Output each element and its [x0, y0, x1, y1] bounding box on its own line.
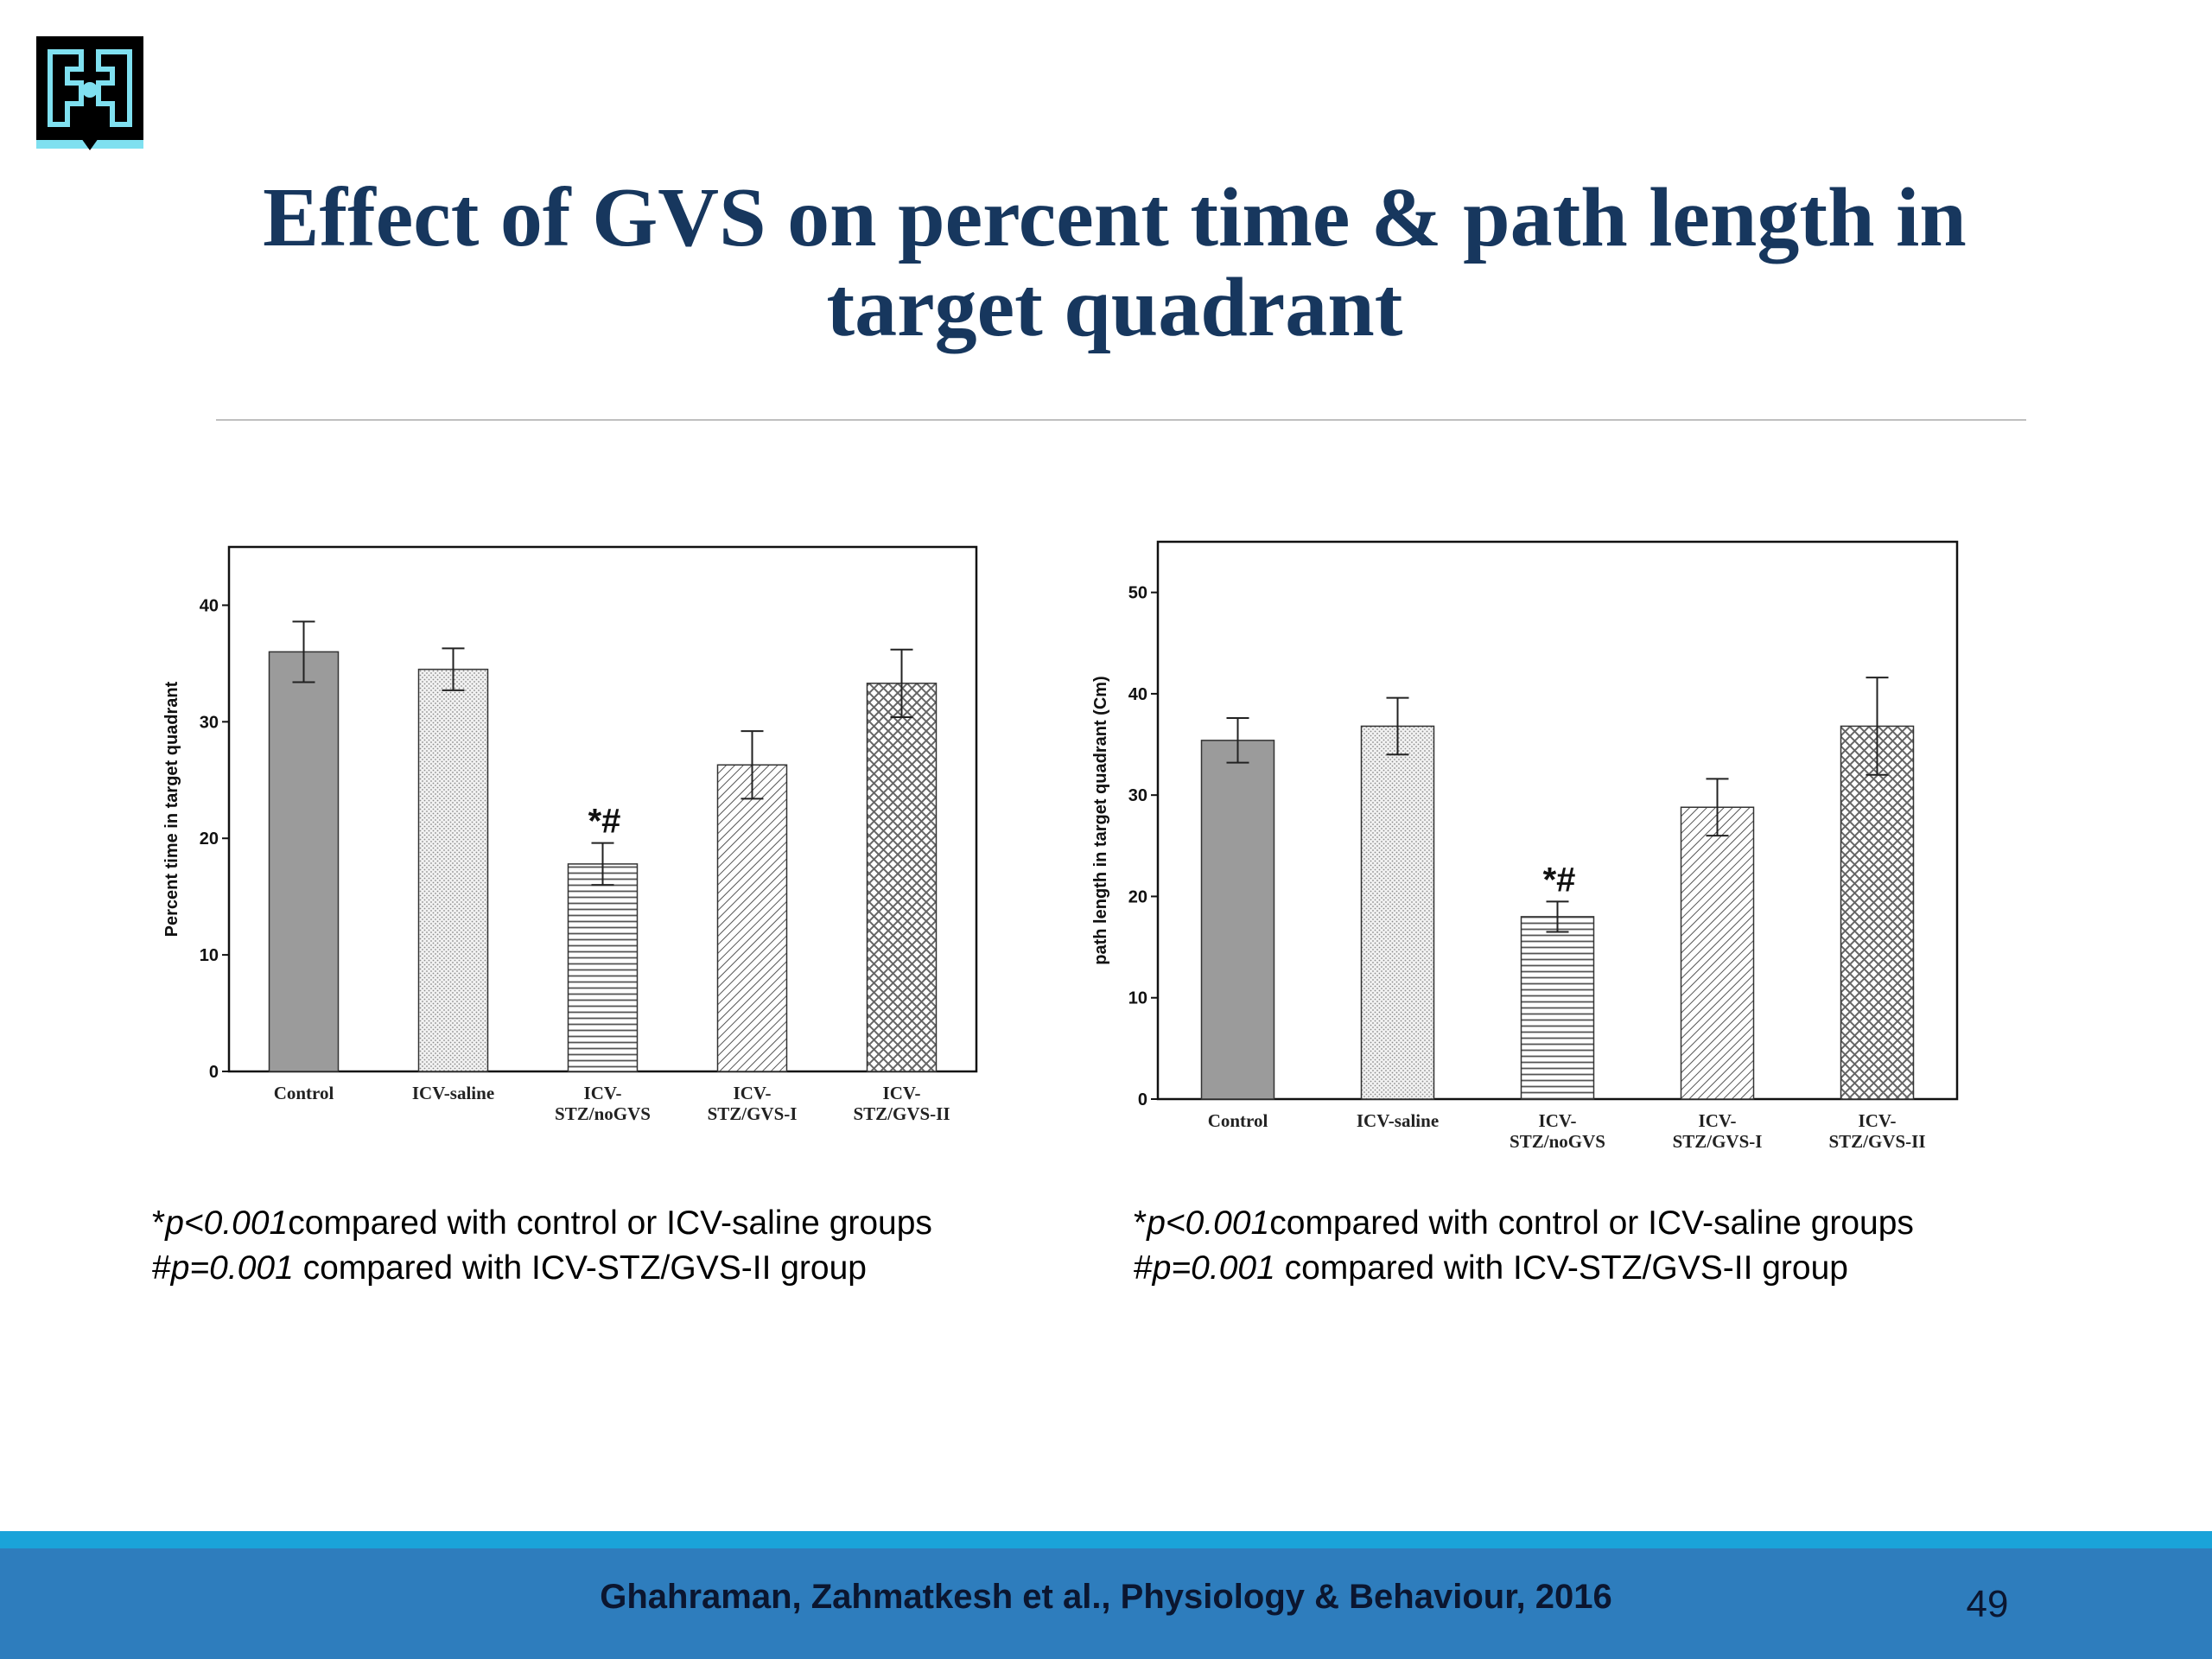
y-tick-label: 30 [200, 713, 219, 732]
bar [716, 764, 788, 1072]
category-label: ICV- [584, 1083, 622, 1103]
footnote-hash-line: #p=0.001 compared with ICV-STZ/GVS-II gr… [1134, 1246, 2084, 1291]
category-label: Control [274, 1083, 334, 1103]
category-label: STZ/GVS-I [1673, 1131, 1763, 1152]
footnote-hash-text: compared with ICV-STZ/GVS-II group [1274, 1249, 1848, 1287]
institution-logo-icon [36, 36, 143, 150]
y-axis-title: path length in target quadrant (Cm) [1091, 676, 1110, 964]
bar [1520, 916, 1595, 1100]
category-label: ICV- [1859, 1110, 1897, 1131]
bar [1680, 806, 1755, 1100]
category-label: ICV-saline [412, 1083, 494, 1103]
category-label: ICV- [1539, 1110, 1577, 1131]
significance-marker: *# [588, 803, 621, 841]
y-tick-label: 10 [200, 946, 219, 965]
footnote-hash-p: p=0.001 [170, 1249, 294, 1287]
y-tick-label: 40 [1128, 685, 1147, 704]
y-tick-label: 30 [1128, 786, 1147, 805]
bar [1360, 725, 1435, 1100]
y-tick-label: 10 [1128, 989, 1147, 1008]
category-label: STZ/GVS-II [1828, 1131, 1925, 1152]
footnote-right: *p<0.001compared with control or ICV-sal… [1134, 1201, 2084, 1291]
y-tick-label: 0 [1138, 1090, 1147, 1109]
category-label: ICV- [734, 1083, 772, 1103]
slide-number: 49 [1966, 1583, 2009, 1625]
y-tick-label: 40 [200, 596, 219, 615]
y-tick-label: 20 [1128, 887, 1147, 906]
y-axis-title: Percent time in target quadrant [162, 681, 181, 937]
slide-title: Effect of GVS on percent time & path len… [263, 171, 1967, 354]
bar [268, 651, 340, 1072]
footnote-star-line: *p<0.001compared with control or ICV-sal… [152, 1201, 1103, 1246]
footnote-star-symbol: * [152, 1205, 166, 1242]
chart-percent-time: 0 10 20 30 40 Percent time in target quadrant… [162, 545, 978, 1124]
footnote-star-text: compared with control or ICV-saline grou… [1269, 1205, 1914, 1242]
category-label: Control [1208, 1110, 1268, 1131]
category-label: STZ/noGVS [555, 1103, 651, 1124]
bar [866, 683, 938, 1072]
footnote-left: *p<0.001compared with control or ICV-sal… [152, 1201, 1103, 1291]
title-divider [216, 419, 2026, 421]
footer-bar [0, 1531, 2212, 1659]
footnote-hash-p: p=0.001 [1152, 1249, 1275, 1287]
category-label: ICV- [1699, 1110, 1737, 1131]
y-tick-label: 0 [209, 1063, 219, 1082]
chart-path-length: 0 10 20 30 40 50 path length in target quadran… [1091, 540, 1959, 1152]
category-label: ICV- [883, 1083, 921, 1103]
footnote-hash-symbol: # [152, 1249, 171, 1287]
footnote-star-symbol: * [1134, 1205, 1147, 1242]
footnote-star-line: *p<0.001compared with control or ICV-sal… [1134, 1201, 2084, 1246]
y-tick-label: 50 [1128, 584, 1147, 603]
footnote-star-text: compared with control or ICV-saline grou… [288, 1205, 932, 1242]
footer-citation: Ghahraman, Zahmatkesh et al., Physiology… [600, 1578, 1612, 1616]
footnote-hash-line: #p=0.001 compared with ICV-STZ/GVS-II gr… [152, 1246, 1103, 1291]
category-label: STZ/GVS-II [853, 1103, 950, 1124]
category-label: ICV-saline [1357, 1110, 1439, 1131]
category-label: STZ/GVS-I [708, 1103, 798, 1124]
footnote-star-p: p<0.001 [1147, 1205, 1270, 1242]
footnote-hash-symbol: # [1134, 1249, 1153, 1287]
significance-marker: *# [1543, 861, 1576, 899]
footnote-star-p: p<0.001 [165, 1205, 289, 1242]
bar [1840, 725, 1915, 1100]
bar [567, 863, 639, 1072]
footnote-hash-text: compared with ICV-STZ/GVS-II group [293, 1249, 867, 1287]
bar [417, 668, 489, 1072]
category-label: STZ/noGVS [1510, 1131, 1605, 1152]
bar [1200, 740, 1275, 1100]
y-tick-label: 20 [200, 830, 219, 849]
